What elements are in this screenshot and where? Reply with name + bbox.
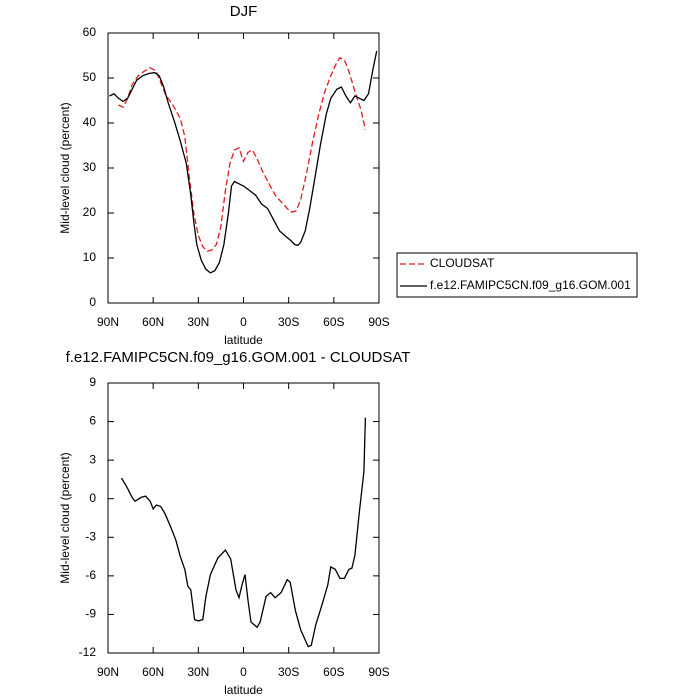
y-tick-label: 50 xyxy=(83,70,97,84)
chart-title: f.e12.FAMIPC5CN.f09_g16.GOM.001 - CLOUDS… xyxy=(66,349,411,366)
x-tick-label: 0 xyxy=(240,665,247,679)
y-tick-label: 40 xyxy=(83,115,97,129)
x-tick-label: 90S xyxy=(368,315,389,329)
y-tick-label: 10 xyxy=(83,250,97,264)
x-tick-label: 30N xyxy=(187,315,209,329)
y-tick-label: 6 xyxy=(89,414,96,428)
x-tick-label: 60S xyxy=(323,315,344,329)
y-tick-label: -3 xyxy=(85,529,96,543)
x-axis-label: latitude xyxy=(224,333,263,347)
data-line xyxy=(118,56,367,253)
x-tick-label: 90S xyxy=(368,665,389,679)
x-tick-label: 0 xyxy=(240,315,247,329)
x-tick-label: 90N xyxy=(97,665,119,679)
y-tick-label: 0 xyxy=(89,491,96,505)
y-tick-label: 30 xyxy=(83,160,97,174)
y-axis-label: Mid-level cloud (percent) xyxy=(58,452,72,583)
y-tick-label: 60 xyxy=(83,25,97,39)
x-tick-label: 60N xyxy=(142,665,164,679)
y-tick-label: 20 xyxy=(83,205,97,219)
x-axis-label: latitude xyxy=(224,683,263,697)
x-tick-label: 60S xyxy=(323,665,344,679)
legend-box xyxy=(396,252,638,298)
x-tick-label: 30N xyxy=(187,665,209,679)
y-tick-label: -12 xyxy=(79,645,97,659)
y-axis-label: Mid-level cloud (percent) xyxy=(58,102,72,233)
x-tick-label: 90N xyxy=(97,315,119,329)
y-tick-label: -9 xyxy=(85,607,96,621)
y-tick-label: 0 xyxy=(89,295,96,309)
legend-label: f.e12.FAMIPC5CN.f09_g16.GOM.001 xyxy=(430,278,631,292)
data-line xyxy=(120,417,367,648)
y-tick-label: 9 xyxy=(89,375,96,389)
y-tick-label: -6 xyxy=(85,568,96,582)
legend-label: CLOUDSAT xyxy=(430,256,495,270)
x-tick-label: 60N xyxy=(142,315,164,329)
y-tick-label: 3 xyxy=(89,452,96,466)
chart-title: DJF xyxy=(230,3,258,20)
x-tick-label: 30S xyxy=(278,665,299,679)
plot-frame xyxy=(107,382,380,654)
data-line xyxy=(109,50,378,274)
x-tick-label: 30S xyxy=(278,315,299,329)
